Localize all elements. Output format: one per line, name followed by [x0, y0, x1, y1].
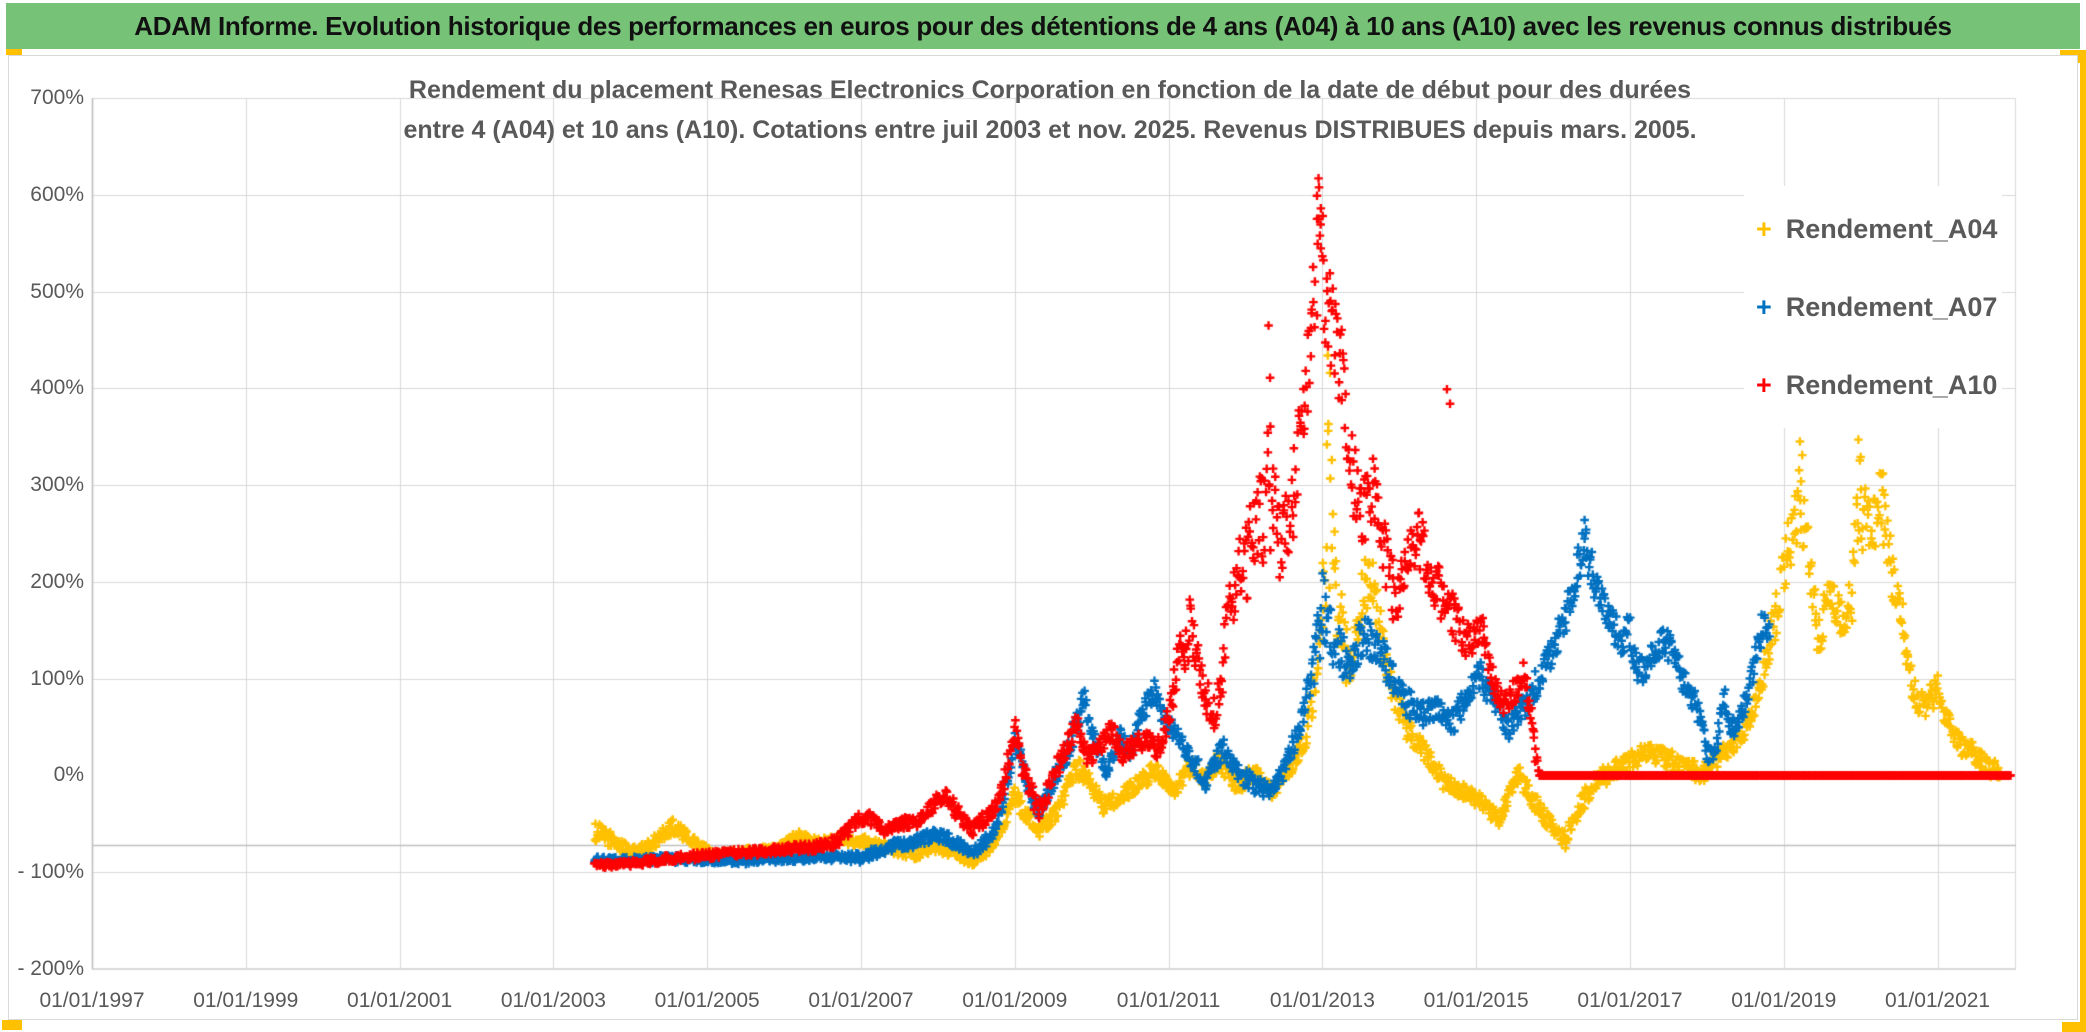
y-axis-label: 200%: [30, 569, 84, 593]
x-axis-label: 01/01/2009: [962, 989, 1068, 1012]
y-axis-label: - 100%: [17, 860, 84, 884]
y-axis-label: 500%: [30, 279, 84, 303]
y-axis-label: 0%: [53, 763, 84, 787]
x-axis-label: 01/01/2011: [1116, 989, 1221, 1012]
legend-series-label: Rendement_A07: [1785, 291, 1998, 322]
y-axis-label: 700%: [30, 86, 84, 109]
chart-title-line1: Rendement du placement Renesas Electroni…: [408, 76, 1692, 104]
legend-plus-marker-icon: +: [1756, 291, 1772, 322]
x-axis-label: 01/01/1997: [39, 989, 145, 1012]
x-axis-label: 01/01/2015: [1423, 989, 1529, 1012]
x-axis-label: 01/01/2005: [654, 989, 760, 1012]
chart-title-line2: entre 4 (A04) et 10 ans (A10). Cotations…: [403, 116, 1697, 144]
x-axis-label: 01/01/2021: [1885, 989, 1991, 1012]
legend-series-label: Rendement_A10: [1785, 369, 1998, 400]
y-axis-label: - 200%: [17, 957, 84, 980]
legend-series-label: Rendement_A04: [1785, 213, 1998, 244]
chart-title: Rendement du placement Renesas Electroni…: [360, 70, 1740, 150]
legend-plus-marker-icon: +: [1756, 369, 1772, 400]
x-axis-label: 01/01/2007: [808, 989, 914, 1012]
x-axis-label: 01/01/2001: [347, 989, 453, 1012]
legend-plus-marker-icon: +: [1756, 213, 1772, 244]
y-axis-label: 600%: [30, 182, 84, 206]
x-axis-label: 01/01/2013: [1269, 989, 1375, 1012]
legend-item: + Rendement_A10: [1744, 346, 2002, 424]
x-axis-label: 01/01/2017: [1577, 989, 1683, 1012]
legend-item: + Rendement_A07: [1744, 268, 2002, 346]
y-axis-label: 100%: [30, 666, 84, 690]
y-axis-label: 300%: [30, 473, 84, 497]
x-axis-label: 01/01/2019: [1731, 989, 1837, 1012]
x-axis-label: 01/01/2003: [500, 989, 606, 1012]
x-axis-label: 01/01/1999: [193, 989, 299, 1012]
y-axis-label: 400%: [30, 376, 84, 400]
legend-item: + Rendement_A04: [1744, 190, 2002, 268]
chart-legend: + Rendement_A04 + Rendement_A07 + Rendement_A…: [1744, 186, 2002, 428]
